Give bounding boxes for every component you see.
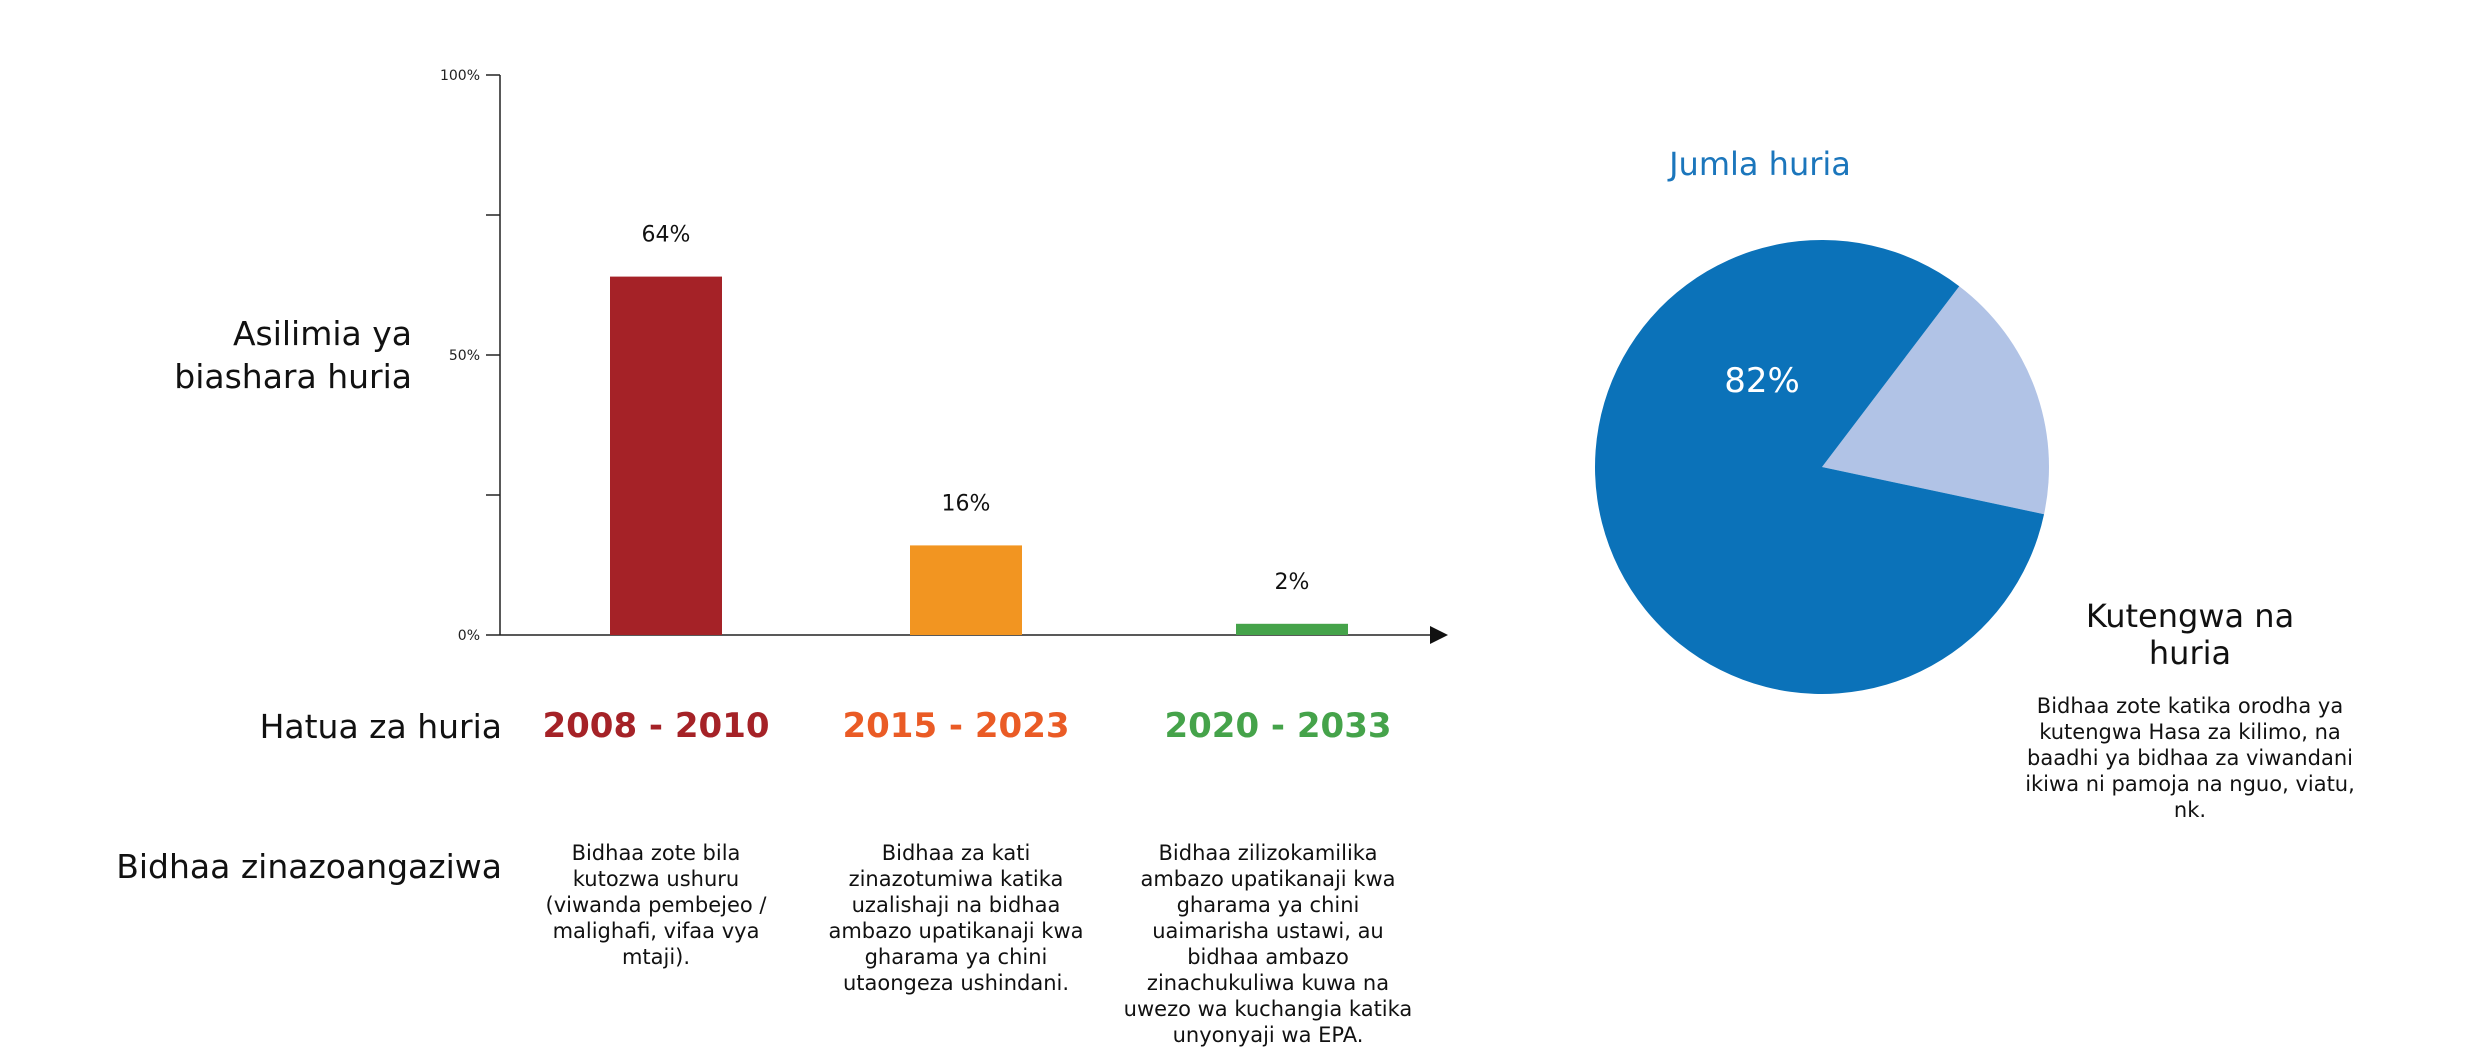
bar-3 — [1236, 623, 1348, 635]
products-row-label: Bidhaa zinazoangaziwa — [116, 847, 502, 886]
pie-chart: 18%82% — [1595, 239, 2050, 695]
product-description-3: Bidhaa zilizokamilika ambazo upatikanaji… — [1123, 841, 1413, 1047]
phase-label-3: 2020 - 2033 — [1164, 706, 1392, 746]
product-description-2: Bidhaa za kati zinazotumiwa katika uzali… — [828, 841, 1084, 995]
bar-value-label-2: 16% — [942, 491, 991, 516]
phases-row-label: Hatua za huria — [259, 707, 502, 746]
y-axis-label: Asilimia ya biashara huria — [174, 314, 412, 396]
exclusion-title: Kutengwa na huria — [2085, 597, 2295, 672]
phase-label-2: 2015 - 2023 — [842, 706, 1070, 746]
bar-chart: 0% 50% 100% 64% 16% 2% — [440, 68, 1448, 644]
y-tick-label-2: 50% — [449, 348, 480, 364]
bar-2 — [910, 545, 1022, 635]
product-description-1: Bidhaa zote bila kutozwa ushuru (viwanda… — [545, 841, 767, 969]
pie-title: Jumla huria — [1669, 145, 1851, 183]
bar-value-label-3: 2% — [1275, 570, 1310, 595]
exclusion-description: Bidhaa zote katika orodha ya kutengwa Ha… — [2025, 694, 2355, 822]
y-tick-label-4: 100% — [440, 68, 480, 84]
bar-value-label-1: 64% — [642, 223, 691, 248]
phase-label-1: 2008 - 2010 — [542, 706, 770, 746]
pie-slice-2 — [1822, 286, 2050, 515]
y-tick-label-0: 0% — [458, 628, 480, 644]
x-axis-arrow — [1430, 626, 1448, 644]
pie-slice-1 — [1595, 239, 2045, 695]
pie-slice-label-1: 82% — [1724, 361, 1800, 401]
bar-1 — [610, 276, 722, 635]
